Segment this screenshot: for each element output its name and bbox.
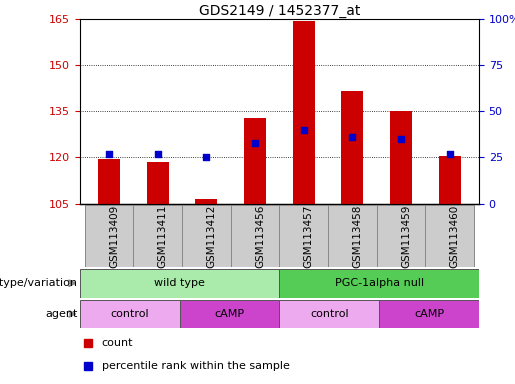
- Bar: [280, 205, 328, 267]
- Text: percentile rank within the sample: percentile rank within the sample: [102, 361, 289, 371]
- Bar: [98, 159, 120, 204]
- Bar: [280, 269, 479, 298]
- Bar: [244, 118, 266, 204]
- Text: GSM113457: GSM113457: [304, 204, 314, 268]
- Bar: [231, 205, 280, 267]
- Point: [445, 151, 454, 157]
- Text: agent: agent: [45, 309, 77, 319]
- Point: [153, 151, 162, 157]
- Point: [202, 154, 211, 161]
- Text: PGC-1alpha null: PGC-1alpha null: [335, 278, 424, 288]
- Text: control: control: [110, 309, 149, 319]
- Text: GSM113456: GSM113456: [255, 204, 265, 268]
- Bar: [439, 156, 461, 204]
- Text: GSM113459: GSM113459: [401, 204, 411, 268]
- Bar: [341, 91, 364, 204]
- Text: control: control: [310, 309, 349, 319]
- Text: genotype/variation: genotype/variation: [0, 278, 77, 288]
- Bar: [182, 205, 231, 267]
- Bar: [195, 199, 217, 204]
- Bar: [280, 300, 379, 328]
- Point: [397, 136, 405, 142]
- Bar: [293, 21, 315, 204]
- Point: [251, 140, 259, 146]
- Point: [348, 134, 356, 140]
- Text: GSM113411: GSM113411: [158, 204, 168, 268]
- Bar: [425, 205, 474, 267]
- Bar: [80, 300, 180, 328]
- Bar: [147, 162, 168, 204]
- Bar: [180, 300, 280, 328]
- Bar: [328, 205, 377, 267]
- Text: cAMP: cAMP: [414, 309, 444, 319]
- Bar: [133, 205, 182, 267]
- Bar: [390, 111, 412, 204]
- Bar: [80, 269, 280, 298]
- Bar: [84, 205, 133, 267]
- Text: GSM113412: GSM113412: [207, 204, 216, 268]
- Text: GSM113460: GSM113460: [450, 205, 460, 268]
- Bar: [377, 205, 425, 267]
- Text: cAMP: cAMP: [214, 309, 245, 319]
- Text: GSM113458: GSM113458: [352, 204, 363, 268]
- Text: wild type: wild type: [154, 278, 205, 288]
- Point: [300, 127, 308, 133]
- Text: GSM113409: GSM113409: [109, 205, 119, 268]
- Text: count: count: [102, 338, 133, 348]
- Point: [105, 151, 113, 157]
- Title: GDS2149 / 1452377_at: GDS2149 / 1452377_at: [199, 4, 360, 18]
- Bar: [379, 300, 479, 328]
